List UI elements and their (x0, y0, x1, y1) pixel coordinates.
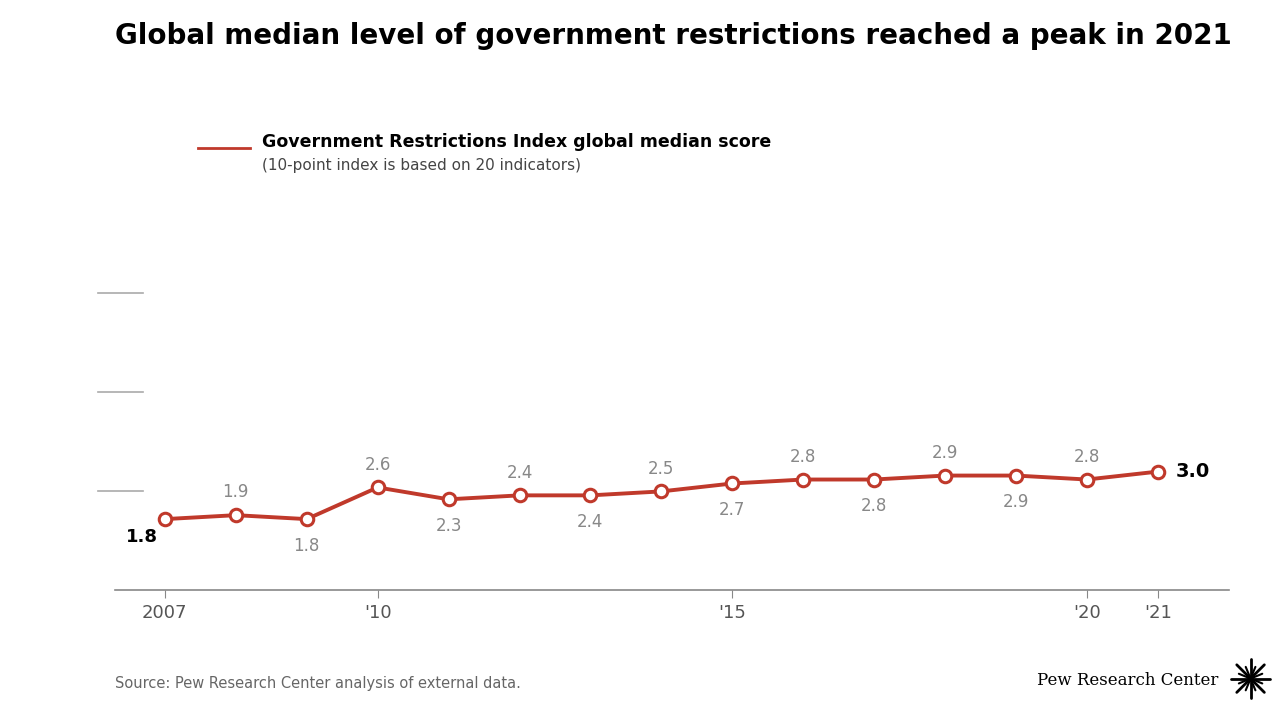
Text: 2.4: 2.4 (577, 513, 604, 531)
Text: 2.9: 2.9 (1002, 493, 1029, 511)
Text: 1.8: 1.8 (125, 528, 157, 546)
Text: 2.5: 2.5 (648, 459, 675, 477)
Text: Source: Pew Research Center analysis of external data.: Source: Pew Research Center analysis of … (115, 676, 521, 691)
Text: 3.0: 3.0 (1175, 462, 1210, 481)
Text: Government Restrictions Index global median score: Government Restrictions Index global med… (262, 132, 772, 150)
Text: 2.9: 2.9 (932, 444, 959, 462)
Circle shape (1248, 676, 1253, 681)
Text: 2.8: 2.8 (790, 448, 817, 466)
Text: Pew Research Center: Pew Research Center (1037, 672, 1219, 689)
Text: Global median level of government restrictions reached a peak in 2021: Global median level of government restri… (115, 22, 1231, 50)
Text: 2.4: 2.4 (507, 464, 532, 482)
Text: 2.6: 2.6 (365, 456, 390, 474)
Text: 2.3: 2.3 (435, 517, 462, 535)
Text: 2.8: 2.8 (1074, 448, 1100, 466)
Text: 1.8: 1.8 (293, 537, 320, 555)
Text: 2.7: 2.7 (719, 501, 745, 519)
Text: (10-point index is based on 20 indicators): (10-point index is based on 20 indicator… (262, 158, 581, 173)
Text: 2.8: 2.8 (861, 498, 887, 516)
Text: 1.9: 1.9 (223, 483, 250, 501)
